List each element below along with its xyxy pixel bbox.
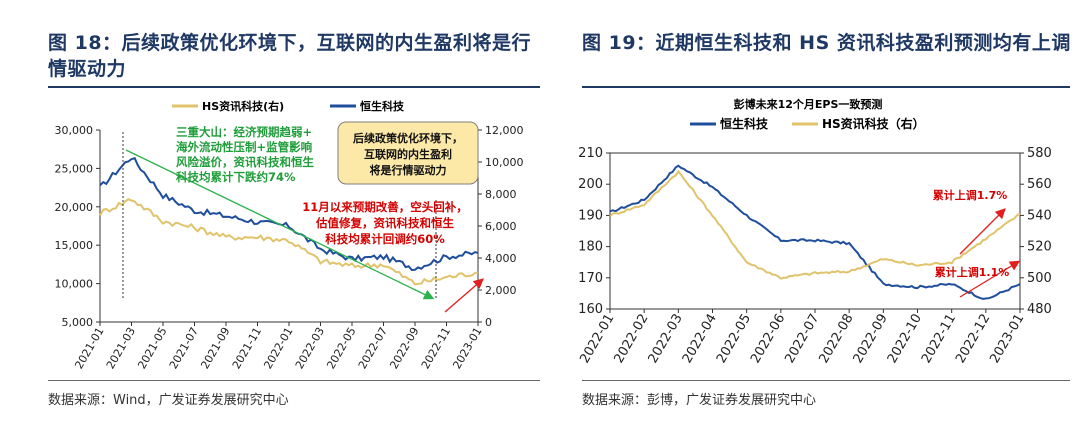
- y-tick-label: 170: [578, 271, 603, 286]
- source-rule: [582, 380, 1070, 381]
- x-tick-label: 2022-11: [419, 325, 453, 371]
- figure-19-legend: 恒生科技 HS资讯科技（右）: [690, 116, 925, 131]
- y2-tick-label: 6,000: [485, 220, 517, 233]
- figure-19-title: 图 19：近期恒生科技和 HS 资讯科技盈利预测均有上调: [582, 32, 1071, 54]
- x-tick-label: 2021-01: [72, 325, 106, 371]
- series-line-hsi: [609, 164, 1021, 300]
- green-annotation-line: 三重大山：经济预期趋弱+: [176, 125, 312, 139]
- x-tick-label: 2023-01: [450, 325, 484, 371]
- y-tick-label: 30,000: [55, 124, 94, 137]
- y-tick-label: 180: [578, 240, 603, 255]
- y-tick-label: 10,000: [55, 278, 94, 291]
- red-annotation-line: 估值修复，资讯科技和恒生: [315, 216, 454, 230]
- x-tick-label: 2022-07: [356, 325, 390, 371]
- y2-tick-label: 560: [1027, 177, 1052, 192]
- green-annotation-line: 风险溢价，资讯科技和恒生: [176, 155, 314, 169]
- y2-tick-label: 500: [1027, 271, 1052, 286]
- y-tick-label: 160: [578, 302, 603, 317]
- legend-label-hsi: 恒生科技: [720, 116, 769, 131]
- y-tick-label: 15,000: [55, 239, 94, 252]
- y2-tick-label: 480: [1027, 302, 1052, 317]
- x-tick-label: 2022-01: [261, 325, 295, 371]
- upgrade-arrow-1: [959, 208, 1006, 255]
- x-tick-label: 2022-05: [324, 325, 358, 371]
- rebound-arrow: [444, 278, 484, 313]
- y2-tick-label: 10,000: [485, 156, 524, 169]
- y-tick-label: 210: [578, 146, 603, 161]
- y-tick-label: 20,000: [55, 201, 94, 214]
- red-annotation-line: 科技均累计回调约60%: [325, 232, 445, 246]
- y2-tick-label: 580: [1027, 146, 1052, 161]
- y2-tick-label: 2,000: [485, 284, 517, 297]
- x-tick-label: 2022-03: [293, 325, 327, 371]
- series-line-hsi: [99, 157, 479, 272]
- title-rule: [48, 86, 540, 88]
- red-annotation-line: 11月以来预期改善，空头回补，: [302, 200, 468, 214]
- y-tick-label: 25,000: [55, 162, 94, 175]
- x-tick-label: 2021-03: [104, 325, 138, 371]
- series-line-hs-it: [99, 198, 479, 286]
- title-rule: [582, 86, 1070, 88]
- callout-text-line: 互联网的内生盈利: [364, 147, 452, 161]
- decline-arrow: [125, 149, 435, 300]
- x-tick-label: 2023-01: [987, 312, 1027, 367]
- figure-19-chart: 彭博未来12个月EPS一致预测 恒生科技 HS资讯科技（右） 160 170 180…: [577, 97, 1052, 367]
- y2-tick-label: 12,000: [485, 124, 524, 137]
- x-tick-label: 2021-07: [167, 325, 201, 371]
- chart-title: 彭博未来12个月EPS一致预测: [734, 97, 883, 111]
- y2-tick-label: 0: [485, 316, 492, 329]
- figure-19-source: 数据来源：彭博，广发证券发展研究中心: [582, 393, 817, 408]
- figure-18-title: 图 18：后续政策优化环境下，互联网的内生盈利将是行情驱动力: [48, 32, 532, 80]
- callout-text-line: 将是行情驱动力: [370, 163, 447, 177]
- y-tick-label: 5,000: [62, 316, 94, 329]
- callout-text-line: 后续政策优化环境下，: [353, 131, 463, 145]
- source-rule: [48, 380, 540, 381]
- legend-label-hs-it: HS资讯科技（右）: [822, 116, 925, 131]
- figure-18-legend: HS资讯科技(右) 恒生科技: [172, 99, 405, 113]
- x-tick-label: 2021-05: [135, 325, 169, 371]
- y2-tick-label: 540: [1027, 208, 1052, 223]
- green-annotation-line: 海外流动性压制+监管影响: [176, 140, 312, 154]
- x-tick-label: 2021-11: [230, 325, 264, 371]
- x-tick-label: 2022-09: [387, 325, 421, 371]
- y-tick-label: 190: [578, 208, 603, 223]
- legend-label-hs-it: HS资讯科技(右): [202, 99, 284, 113]
- legend-label-hsi: 恒生科技: [360, 99, 405, 113]
- green-annotation-line: 科技均累计下跌约74%: [176, 170, 296, 184]
- upgrade-label-1: 累计上调1.7%: [933, 188, 1008, 202]
- figure-18-chart: HS资讯科技(右) 恒生科技 5,000 10,000 15,000 20,000 25…: [55, 99, 524, 371]
- series-line-hs-it: [609, 169, 1021, 280]
- y2-tick-label: 520: [1027, 240, 1052, 255]
- x-tick-label: 2021-09: [198, 325, 232, 371]
- y2-tick-label: 4,000: [485, 252, 517, 265]
- upgrade-label-2: 累计上调1.1%: [935, 265, 1010, 279]
- figure-19-panel: 图 19：近期恒生科技和 HS 资讯科技盈利预测均有上调 彭博未来12个月EPS…: [560, 0, 1080, 430]
- figure-18-panel: 图 18：后续政策优化环境下，互联网的内生盈利将是行情驱动力 HS资讯科技(右)…: [48, 32, 540, 408]
- figure-18-source: 数据来源：Wind，广发证券发展研究中心: [48, 393, 289, 408]
- y2-tick-label: 8,000: [485, 188, 517, 201]
- upgrade-arrow-2: [959, 260, 1021, 298]
- callout-box: [337, 121, 479, 185]
- y-tick-label: 200: [578, 177, 603, 192]
